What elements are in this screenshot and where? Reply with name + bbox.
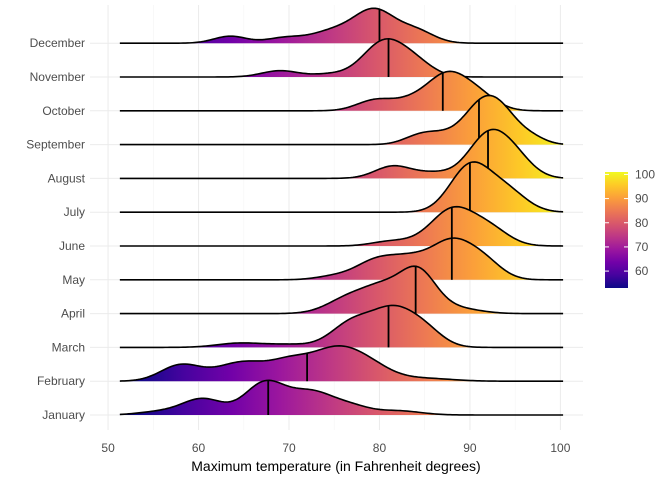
x-axis-title: Maximum temperature (in Fahrenheit degre…	[191, 458, 480, 474]
ridge-outline	[119, 345, 564, 382]
y-tick-label: May	[62, 273, 85, 287]
y-tick-label: October	[42, 104, 85, 118]
ridge-march	[119, 304, 564, 349]
ridge-area	[119, 238, 564, 280]
ridge-area	[119, 95, 564, 145]
ridge-area	[119, 305, 564, 348]
ridge-outline	[119, 128, 564, 180]
x-axis-tick-labels: 50 60 70 80 90 100	[101, 441, 570, 455]
ridge-area	[119, 161, 564, 213]
ridge-area	[119, 266, 564, 314]
ridge-outline	[119, 38, 564, 78]
x-tick-label: 100	[550, 441, 570, 455]
legend-tick-label: 80	[635, 216, 649, 230]
ridge-area	[119, 380, 564, 415]
ridge-outline	[119, 161, 564, 213]
legend-tick-label: 90	[635, 192, 649, 206]
ridge-area	[119, 38, 564, 77]
x-tick-label: 60	[192, 441, 206, 455]
legend-colorbar	[605, 172, 628, 288]
x-tick-label: 50	[101, 441, 115, 455]
y-tick-label: March	[52, 340, 85, 354]
y-tick-label: February	[37, 374, 85, 388]
ridge-february	[119, 345, 564, 382]
ridge-may	[119, 237, 564, 281]
ridge-august	[119, 128, 564, 180]
ridge-area	[119, 8, 564, 44]
ridge-july	[119, 161, 564, 213]
y-tick-label: November	[30, 70, 85, 84]
color-legend: 60 70 80 90 100	[605, 167, 655, 288]
x-tick-label: 70	[282, 441, 296, 455]
ridges	[119, 7, 564, 416]
ridge-area	[119, 129, 564, 179]
ridge-area	[119, 345, 564, 382]
y-tick-label: September	[26, 138, 85, 152]
ridge-area	[119, 206, 564, 246]
y-axis-tick-labels: January February March April May June July Augu…	[26, 36, 85, 422]
y-tick-label: December	[30, 36, 85, 50]
y-tick-label: June	[59, 239, 85, 253]
ridge-november	[119, 38, 564, 78]
x-tick-label: 90	[463, 441, 477, 455]
ridge-outline	[119, 237, 564, 281]
legend-tick-label: 100	[635, 167, 655, 181]
y-tick-label: July	[64, 205, 85, 219]
ridge-outline	[119, 304, 564, 349]
ridge-january	[119, 379, 564, 416]
ridge-april	[119, 265, 564, 315]
y-tick-label: August	[48, 171, 86, 185]
ridge-area	[119, 71, 564, 111]
ridge-december	[119, 7, 564, 44]
y-tick-label: April	[61, 307, 85, 321]
x-tick-label: 80	[373, 441, 387, 455]
legend-tick-label: 70	[635, 240, 649, 254]
ridge-outline	[119, 379, 564, 416]
ridge-outline	[119, 7, 564, 44]
legend-tick-label: 60	[635, 264, 649, 278]
ridge-outline	[119, 205, 564, 247]
ridge-outline	[119, 94, 564, 146]
y-tick-label: January	[42, 408, 85, 422]
ridge-outline	[119, 265, 564, 315]
